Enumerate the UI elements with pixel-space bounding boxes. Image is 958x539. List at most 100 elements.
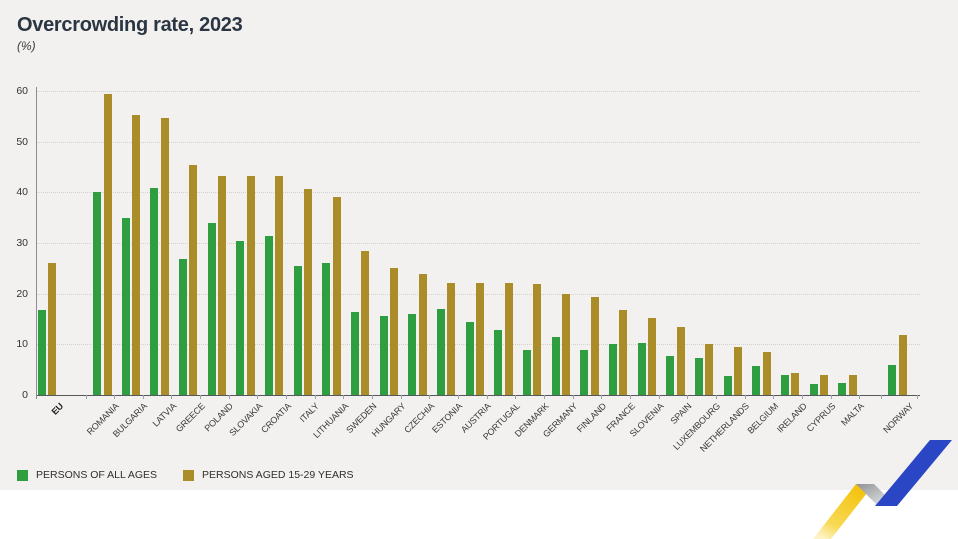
bar-all-ages — [608, 344, 617, 395]
x-axis-label: SPAIN — [668, 401, 694, 426]
x-axis-tick — [716, 395, 718, 399]
bar-all-ages — [888, 364, 896, 395]
bar-all-ages — [809, 383, 818, 395]
y-axis-tick-label: 30 — [16, 237, 28, 249]
x-axis-label: CROATIA — [258, 401, 293, 435]
x-axis-tick — [687, 395, 689, 399]
bar-aged-15-29 — [218, 175, 227, 395]
bar-aged-15-29 — [590, 296, 599, 395]
x-axis-label: FINLAND — [574, 401, 608, 435]
x-axis-tick — [228, 395, 230, 399]
x-axis-label: GREECE — [173, 401, 207, 435]
x-axis-tick — [486, 395, 488, 399]
x-axis-tick — [257, 395, 259, 399]
x-axis-tick — [343, 395, 345, 399]
chart-title: Overcrowding rate, 2023 — [17, 14, 243, 36]
bar-all-ages — [207, 223, 216, 395]
gridline — [36, 91, 920, 92]
bar-all-ages — [580, 349, 589, 395]
x-axis-label: NORWAY — [881, 401, 916, 436]
bar-aged-15-29 — [820, 375, 828, 395]
bar-aged-15-29 — [361, 251, 370, 395]
bar-all-ages — [322, 263, 331, 395]
footer: eurostat — [0, 490, 958, 539]
x-axis-tick — [773, 395, 775, 399]
aged-15-29-swatch-icon — [183, 469, 194, 481]
x-axis-label: IRELAND — [774, 401, 809, 435]
x-axis-label: ITALY — [298, 401, 322, 425]
bar-aged-15-29 — [676, 327, 685, 395]
bar-aged-15-29 — [734, 346, 743, 395]
bar-aged-15-29 — [533, 283, 542, 395]
x-axis-label: LATVIA — [150, 401, 178, 429]
x-axis-tick — [515, 395, 517, 399]
chart-background — [0, 0, 958, 490]
bar-all-ages — [350, 311, 359, 395]
legend-item-aged-15-29: PERSONS AGED 15-29 YEARS — [183, 469, 354, 481]
bar-aged-15-29 — [705, 344, 714, 395]
bar-all-ages — [723, 375, 732, 395]
bar-all-ages — [522, 350, 531, 395]
bar-all-ages — [150, 187, 159, 395]
bar-aged-15-29 — [160, 118, 169, 395]
legend-item-all-ages: PERSONS OF ALL AGES — [17, 469, 157, 481]
bar-aged-15-29 — [103, 94, 112, 395]
y-axis-tick-label: 0 — [22, 389, 28, 401]
bar-aged-15-29 — [476, 282, 485, 395]
plot-area: 0 10 20 30 40 50 60 EU ROMANIA BULGARIA LATVIA GREE… — [16, 85, 920, 454]
bar-aged-15-29 — [304, 189, 313, 395]
x-axis-tick — [314, 395, 316, 399]
legend: PERSONS OF ALL AGES PERSONS AGED 15-29 Y… — [17, 469, 354, 481]
bar-all-ages — [752, 366, 761, 395]
bar-aged-15-29 — [275, 175, 284, 395]
all-ages-swatch-icon — [17, 469, 28, 481]
bar-aged-15-29 — [791, 372, 800, 395]
legend-label-all-ages: PERSONS OF ALL AGES — [36, 469, 157, 481]
x-axis-label: CYPRUS — [804, 401, 838, 434]
bar-all-ages — [121, 218, 130, 395]
bar-aged-15-29 — [848, 375, 857, 395]
bar-aged-15-29 — [648, 318, 657, 395]
x-axis-tick — [171, 395, 173, 399]
bar-all-ages — [264, 236, 273, 395]
y-axis-line — [36, 87, 37, 399]
x-axis-tick — [859, 395, 861, 399]
x-axis-tick — [544, 395, 546, 399]
x-axis-line — [36, 395, 920, 396]
bar-all-ages — [178, 258, 187, 395]
x-axis-tick — [601, 395, 603, 399]
bar-aged-15-29 — [390, 268, 399, 395]
x-axis-tick — [372, 395, 374, 399]
bar-all-ages — [379, 315, 388, 395]
y-axis-tick-label: 10 — [16, 338, 28, 351]
chart-subtitle: (%) — [17, 39, 36, 53]
x-axis-tick — [286, 395, 288, 399]
gridline — [36, 243, 920, 244]
bar-aged-15-29 — [619, 310, 628, 395]
bar-all-ages — [236, 240, 245, 395]
x-axis-tick — [658, 395, 660, 399]
bar-aged-15-29 — [418, 274, 427, 395]
x-axis-tick — [881, 395, 882, 399]
x-axis-tick — [400, 395, 402, 399]
bar-aged-15-29 — [246, 175, 255, 395]
bar-aged-15-29 — [132, 115, 141, 395]
x-axis-tick — [429, 395, 431, 399]
bar-all-ages — [37, 309, 46, 395]
x-axis-label: EU — [49, 401, 66, 417]
trend-ribbon-graphic — [813, 440, 952, 539]
bar-aged-15-29 — [48, 262, 56, 395]
legend-label-aged-15-29: PERSONS AGED 15-29 YEARS — [202, 469, 354, 481]
x-axis-tick — [572, 395, 574, 399]
gridline — [36, 192, 920, 194]
x-axis-tick — [802, 395, 803, 399]
bar-aged-15-29 — [447, 282, 456, 395]
x-axis-tick — [85, 395, 87, 399]
bar-aged-15-29 — [898, 335, 907, 395]
bar-aged-15-29 — [562, 293, 571, 395]
x-axis-tick — [200, 395, 202, 399]
x-axis-tick — [917, 395, 918, 399]
y-axis-tick-label: 20 — [16, 287, 28, 300]
bar-all-ages — [293, 265, 302, 395]
gridline — [36, 141, 920, 143]
